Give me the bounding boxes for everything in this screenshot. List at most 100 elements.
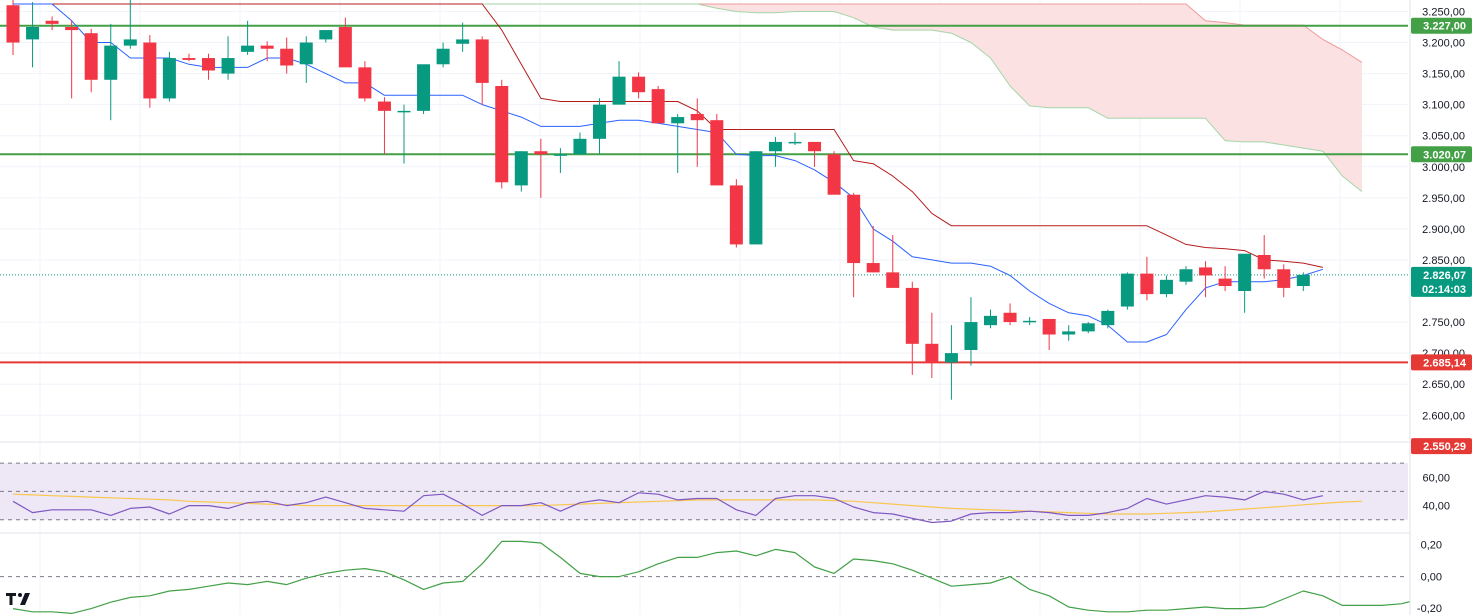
candle-up (1081, 323, 1095, 332)
candle-down (827, 154, 841, 195)
candle-down (495, 86, 509, 183)
price-tick-label: 3.250,00 (1422, 6, 1465, 18)
price-tick-label: 3.000,00 (1422, 162, 1465, 174)
candle-down (808, 141, 822, 152)
candle-up (944, 353, 958, 363)
candle-down (182, 58, 196, 60)
candle-up (162, 58, 176, 99)
candle-up (299, 42, 313, 65)
candle-down (925, 343, 939, 363)
candle-down (534, 151, 548, 155)
candle-down (260, 45, 274, 49)
candle-down (338, 26, 352, 68)
rsi-tick-label: 60,00 (1422, 472, 1450, 484)
candle-down (905, 287, 919, 344)
candle-up (964, 322, 978, 351)
candle-down (280, 48, 294, 66)
candle-down (45, 20, 59, 24)
candle-up (788, 141, 802, 144)
resistance-level-tag-label: 2.685,14 (1423, 357, 1467, 369)
candle-up (26, 26, 40, 40)
price-tick-label: 2.950,00 (1422, 193, 1465, 205)
momentum-tick-label: -0,20 (1417, 603, 1442, 615)
support-level-tag-label: 3.020,07 (1423, 149, 1466, 161)
price-tick-label: 2.750,00 (1422, 317, 1465, 329)
candle-up (768, 141, 782, 152)
price-tick-label: 2.900,00 (1422, 224, 1465, 236)
candle-down (886, 272, 900, 288)
price-tick-label: 3.200,00 (1422, 38, 1465, 50)
horizontal-levels[interactable] (0, 24, 1408, 364)
candle-down (847, 194, 861, 264)
candle-up (123, 39, 137, 46)
candle-down (1042, 318, 1056, 335)
candle-up (1120, 273, 1134, 307)
candle-up (417, 64, 431, 111)
candle-up (319, 30, 333, 40)
candle-down (710, 120, 724, 186)
candle-up (436, 48, 450, 65)
candle-up (514, 151, 528, 186)
resistance-level-tag[interactable] (1411, 354, 1472, 371)
price-tick-label: 2.650,00 (1422, 379, 1465, 391)
price-tick-label: 3.050,00 (1422, 131, 1465, 143)
price-marker-tag[interactable] (1411, 438, 1472, 455)
momentum-tick-label: 0,00 (1421, 572, 1442, 584)
candle-down (1003, 312, 1017, 323)
candle-up (671, 117, 685, 124)
momentum-panel[interactable] (0, 540, 1473, 615)
candle-up (1023, 320, 1037, 323)
candle-down (866, 263, 880, 273)
price-marker-tag-label: 2.550,29 (1423, 441, 1466, 453)
support-level-tag[interactable] (1411, 17, 1472, 34)
rsi-panel[interactable] (0, 462, 1408, 524)
momentum-tick-label: 0,20 (1421, 540, 1442, 552)
candle-down (651, 89, 665, 124)
candle-up (1238, 253, 1252, 292)
candle-up (553, 154, 567, 156)
candle-down (1140, 273, 1154, 295)
candle-up (984, 315, 997, 326)
candle-down (1277, 269, 1291, 288)
axis-background (1410, 0, 1473, 615)
candle-up (1101, 310, 1115, 326)
last-price-tag-label: 02:14:03 (1422, 284, 1466, 296)
candle-down (6, 5, 20, 43)
candle-down (690, 113, 704, 121)
tradingview-logo[interactable] (6, 593, 30, 605)
candle-up (573, 138, 587, 155)
candle-up (456, 39, 470, 44)
candle-up (221, 58, 235, 74)
rsi-line (12, 490, 1324, 524)
candle-down (358, 67, 372, 99)
candle-down (729, 185, 743, 245)
candle-down (202, 58, 215, 71)
candle-up (612, 76, 626, 105)
candles (6, 0, 1310, 400)
candle-down (475, 39, 489, 83)
price-tick-label: 3.150,00 (1422, 69, 1465, 81)
candle-down (632, 76, 646, 93)
candle-up (1296, 274, 1310, 287)
price-tick-label: 3.100,00 (1422, 100, 1465, 112)
kijun-line (13, 3, 1324, 268)
candle-up (104, 45, 118, 80)
cloud-area (13, 4, 1362, 192)
candle-up (749, 151, 763, 245)
candle-up (397, 110, 411, 113)
momentum-line (12, 540, 1473, 615)
candle-up (1159, 279, 1173, 295)
candle-down (65, 26, 79, 31)
candle-up (593, 104, 606, 139)
price-tick-label: 2.850,00 (1422, 255, 1465, 267)
candle-down (84, 33, 98, 80)
price-axis[interactable]: 3.250,00 3.200,00 3.150,00 3.100,00 3.050,00… (1409, 0, 1473, 615)
candle-down (377, 101, 391, 111)
candle-up (241, 45, 255, 52)
last-price-tag[interactable] (1411, 266, 1472, 297)
candle-up (1179, 269, 1193, 282)
rsi-ma-line (12, 493, 1363, 515)
candle-down (1218, 278, 1232, 287)
support-level-tag[interactable] (1411, 146, 1472, 163)
